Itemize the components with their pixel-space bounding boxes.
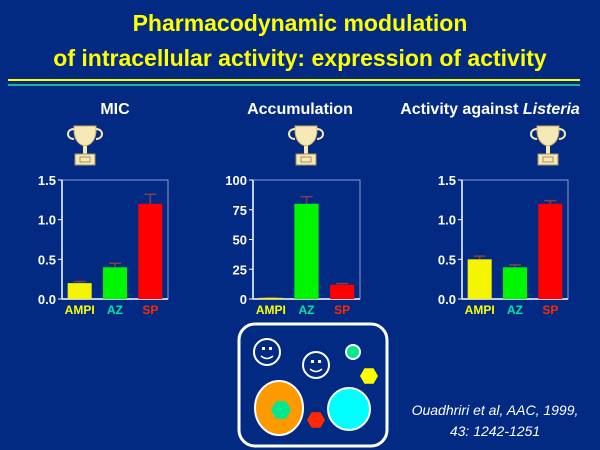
x-tick-label: SP [334, 303, 350, 317]
trophy-cup [536, 125, 560, 147]
cyan-vacuole [327, 387, 371, 431]
trophy-cup [294, 125, 318, 147]
smiley-icon [302, 351, 330, 379]
citation-line1: Ouadhriri et al, AAC, 1999, [411, 402, 579, 418]
chart-1: 0 25 50 75 100 AMPI AZ SP [225, 173, 361, 317]
smiley-mouth [260, 355, 274, 360]
slide-title-line2: of intracellular activity: expression of… [53, 45, 547, 71]
smiley-eye [318, 360, 321, 363]
chart-title-mic: MIC [100, 101, 130, 118]
trophy-base [537, 153, 559, 166]
citation: Ouadhriri et al, AAC, 1999, 43: 1242-125… [400, 400, 590, 442]
trophy-base [74, 153, 96, 166]
x-tick-label: AMPI [65, 303, 95, 317]
smiley-face [302, 351, 330, 379]
bar-az [294, 203, 319, 299]
cell-membrane [237, 322, 389, 448]
chart-title-text: Activity against [400, 101, 523, 118]
small-green-vesicle [345, 344, 361, 360]
green-hexagon [271, 401, 291, 419]
trophy-plate [300, 156, 312, 163]
trophy-icon [67, 125, 103, 166]
trophy-plate [79, 156, 91, 163]
trophy-icon [288, 125, 324, 166]
trophy-stem [546, 146, 550, 154]
chart-title-listeria: Activity against Listeria [380, 101, 600, 119]
y-tick-label: 25 [233, 262, 247, 277]
x-tick-label: SP [142, 303, 158, 317]
trophy-handles [67, 128, 103, 140]
title-underline-teal [8, 84, 580, 86]
trophy-base [295, 153, 317, 166]
cell-diagram [237, 322, 389, 448]
trophy-stem [304, 146, 308, 154]
smiley-icon [253, 338, 281, 366]
x-tick-label: AMPI [256, 303, 286, 317]
y-tick-label: 0.5 [438, 252, 456, 267]
x-tick-label: AZ [507, 303, 523, 317]
chart-title-italic: Listeria [522, 101, 580, 118]
smiley-face [253, 338, 281, 366]
trophy-cup [73, 125, 97, 147]
y-tick-label: 1.5 [438, 173, 456, 188]
trophy-icon [530, 125, 566, 166]
x-tick-label: SP [542, 303, 558, 317]
trophy-plate [542, 156, 554, 163]
x-tick-label: AZ [107, 303, 123, 317]
trophy-handles [288, 128, 324, 140]
chart-2: 0.0 0.5 1.0 1.5 AMPI AZ SP [438, 173, 569, 317]
chart-title-accumulation: Accumulation [247, 101, 353, 118]
bar-sp [138, 203, 163, 299]
y-tick-label: 0.0 [438, 292, 456, 307]
bar-az [502, 267, 528, 299]
bar-ampi [67, 283, 92, 299]
y-tick-label: 0 [240, 292, 247, 307]
yellow-hexagon [360, 368, 378, 384]
y-tick-label: 1.0 [38, 213, 56, 228]
y-tick-label: 1.0 [438, 213, 456, 228]
bar-sp [538, 203, 563, 299]
trophy-handles [530, 128, 566, 140]
bar-ampi [467, 259, 492, 299]
trophy-stem [83, 146, 87, 154]
y-tick-label: 50 [233, 233, 247, 248]
slide-title-line1: Pharmacodynamic modulation [132, 10, 468, 36]
bar-ampi [258, 297, 283, 300]
bar-sp [330, 284, 355, 299]
y-tick-label: 1.5 [38, 173, 56, 188]
y-tick-label: 75 [233, 203, 247, 218]
smiley-eye [262, 347, 265, 350]
smiley-eye [269, 347, 272, 350]
y-tick-label: 0.0 [38, 292, 56, 307]
chart-0: 0.0 0.5 1.0 1.5 AMPI AZ SP [38, 173, 169, 317]
x-tick-label: AMPI [465, 303, 495, 317]
smiley-eye [311, 360, 314, 363]
red-hexagon [307, 412, 325, 428]
title-underline-yellow [8, 79, 580, 81]
smiley-mouth [309, 368, 323, 373]
y-tick-label: 100 [225, 173, 247, 188]
bar-az [102, 267, 128, 299]
x-tick-label: AZ [299, 303, 315, 317]
citation-line2: 43: 1242-1251 [449, 423, 541, 439]
y-tick-label: 0.5 [38, 252, 56, 267]
